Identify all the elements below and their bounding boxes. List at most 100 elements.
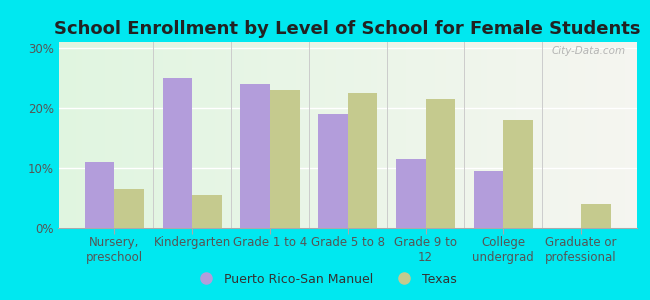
Bar — [336, 42, 342, 228]
Bar — [411, 42, 417, 228]
Bar — [186, 42, 192, 228]
Bar — [458, 42, 463, 228]
Bar — [226, 42, 232, 228]
Bar — [581, 204, 611, 228]
Bar — [354, 42, 359, 228]
Bar — [515, 42, 521, 228]
Bar — [64, 42, 70, 228]
Bar — [452, 42, 458, 228]
Bar — [174, 42, 180, 228]
Bar — [151, 42, 157, 228]
Bar — [162, 42, 168, 228]
Bar — [318, 114, 348, 228]
Bar — [238, 42, 244, 228]
Bar — [244, 42, 250, 228]
Bar — [469, 42, 475, 228]
Bar — [487, 42, 493, 228]
Bar — [250, 42, 255, 228]
Bar — [84, 162, 114, 228]
Bar — [371, 42, 377, 228]
Bar — [463, 42, 469, 228]
Bar — [266, 42, 272, 228]
Bar — [417, 42, 423, 228]
Bar — [330, 42, 336, 228]
Bar — [198, 42, 203, 228]
Bar — [400, 42, 406, 228]
Bar — [342, 42, 348, 228]
Bar — [474, 171, 503, 228]
Bar — [261, 42, 266, 228]
Legend: Puerto Rico-San Manuel, Texas: Puerto Rico-San Manuel, Texas — [188, 268, 462, 291]
Bar — [114, 189, 144, 228]
Bar — [510, 42, 515, 228]
Bar — [302, 42, 307, 228]
Bar — [423, 42, 429, 228]
Bar — [359, 42, 365, 228]
Bar — [475, 42, 481, 228]
Bar — [631, 42, 637, 228]
Text: City-Data.com: City-Data.com — [551, 46, 625, 56]
Bar — [209, 42, 214, 228]
Bar — [70, 42, 76, 228]
Bar — [168, 42, 174, 228]
Bar — [318, 42, 324, 228]
Bar — [214, 42, 220, 228]
Bar — [567, 42, 573, 228]
Bar — [87, 42, 93, 228]
Bar — [394, 42, 400, 228]
Bar — [527, 42, 533, 228]
Bar — [140, 42, 146, 228]
Bar — [348, 42, 354, 228]
Bar — [157, 42, 162, 228]
Bar — [550, 42, 556, 228]
Bar — [504, 42, 510, 228]
Bar — [539, 42, 545, 228]
Bar — [503, 120, 533, 228]
Bar — [203, 42, 209, 228]
Bar — [99, 42, 105, 228]
Bar — [220, 42, 226, 228]
Bar — [573, 42, 579, 228]
Bar — [111, 42, 116, 228]
Bar — [255, 42, 261, 228]
Bar — [579, 42, 585, 228]
Bar — [162, 78, 192, 228]
Bar — [625, 42, 631, 228]
Bar — [493, 42, 498, 228]
Bar — [603, 42, 608, 228]
Bar — [562, 42, 567, 228]
Bar — [278, 42, 284, 228]
Bar — [82, 42, 87, 228]
Bar — [76, 42, 82, 228]
Bar — [426, 99, 455, 228]
Bar — [284, 42, 290, 228]
Bar — [533, 42, 539, 228]
Bar — [382, 42, 388, 228]
Bar — [192, 195, 222, 228]
Bar — [232, 42, 238, 228]
Bar — [435, 42, 440, 228]
Bar — [270, 90, 300, 228]
Bar — [105, 42, 111, 228]
Bar — [396, 159, 426, 228]
Bar — [93, 42, 99, 228]
Bar — [388, 42, 394, 228]
Bar — [348, 93, 377, 228]
Bar — [545, 42, 550, 228]
Bar — [619, 42, 625, 228]
Bar — [440, 42, 446, 228]
Bar — [272, 42, 278, 228]
Bar — [608, 42, 614, 228]
Bar — [521, 42, 527, 228]
Bar — [406, 42, 411, 228]
Bar — [313, 42, 318, 228]
Title: School Enrollment by Level of School for Female Students: School Enrollment by Level of School for… — [55, 20, 641, 38]
Bar — [429, 42, 435, 228]
Bar — [122, 42, 128, 228]
Bar — [116, 42, 122, 228]
Bar — [556, 42, 562, 228]
Bar — [597, 42, 603, 228]
Bar — [365, 42, 371, 228]
Bar — [307, 42, 313, 228]
Bar — [290, 42, 296, 228]
